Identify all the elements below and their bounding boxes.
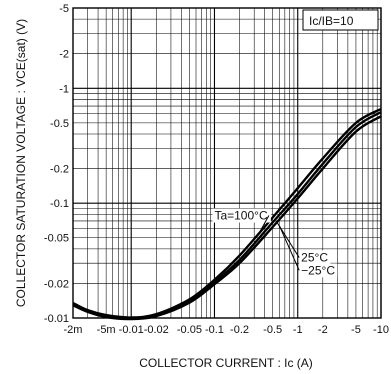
y-tick-label: -0.1: [50, 198, 69, 210]
x-tick-labels: -2m -5m -0.01 -0.02 -0.05 -0.1 -0.2 -0.5 -1 -2 -5-…: [64, 324, 389, 336]
annotation-backing: [299, 263, 338, 278]
series-line-25-c: [72, 115, 382, 321]
x-tick-label: -10: [373, 324, 389, 336]
x-tick-label: -0.2: [230, 324, 249, 336]
x-tick-label: -1: [293, 324, 303, 336]
y-tick-label: -0.5: [50, 118, 69, 130]
y-tick-label: -1: [59, 83, 69, 95]
x-axis-title: COLLECTOR CURRENT : Ic (A): [139, 356, 313, 370]
annotation-label: 25°C: [301, 251, 328, 265]
annotation-backing: [299, 250, 331, 265]
y-tick-label: -0.05: [44, 233, 69, 245]
series-curves: [72, 107, 382, 321]
y-tick-label: -0.2: [50, 164, 69, 176]
annotation-label: Ta=100°C: [214, 209, 268, 223]
plot-frame: [72, 7, 382, 319]
y-tick-label: -0.02: [44, 278, 69, 290]
annotation-label: −25°C: [301, 263, 335, 277]
annotation-backing: [212, 208, 271, 223]
x-tick-label: -0.01: [119, 324, 144, 336]
x-tick-label: -2: [318, 324, 328, 336]
condition-label-box: [302, 9, 379, 31]
annotation-leader: [278, 225, 300, 271]
x-tick-label: -2m: [64, 324, 83, 336]
annotations: Ta=100°C 25°C−25°C: [212, 208, 338, 278]
y-axis-title: COLLECTOR SATURATION VOLTAGE : VCE(sat) …: [14, 19, 28, 307]
annotation-leader: [257, 215, 270, 237]
y-tick-labels: -5 -2 -1 -0.5 -0.2 -0.1 -0.05 -0.02 -0.01: [44, 3, 69, 325]
x-tick-label: -0.5: [263, 324, 282, 336]
x-tick-label: -0.1: [205, 324, 224, 336]
y-tick-label: -0.01: [44, 313, 69, 325]
x-tick-label: -5: [351, 324, 361, 336]
condition-label: Ic/IB=10: [309, 14, 354, 28]
x-tick-label: -5m: [97, 324, 116, 336]
x-tick-label: -0.02: [144, 324, 169, 336]
x-tick-label: -0.05: [177, 324, 202, 336]
y-tick-label: -5: [59, 3, 69, 15]
y-tick-label: -2: [59, 49, 69, 61]
